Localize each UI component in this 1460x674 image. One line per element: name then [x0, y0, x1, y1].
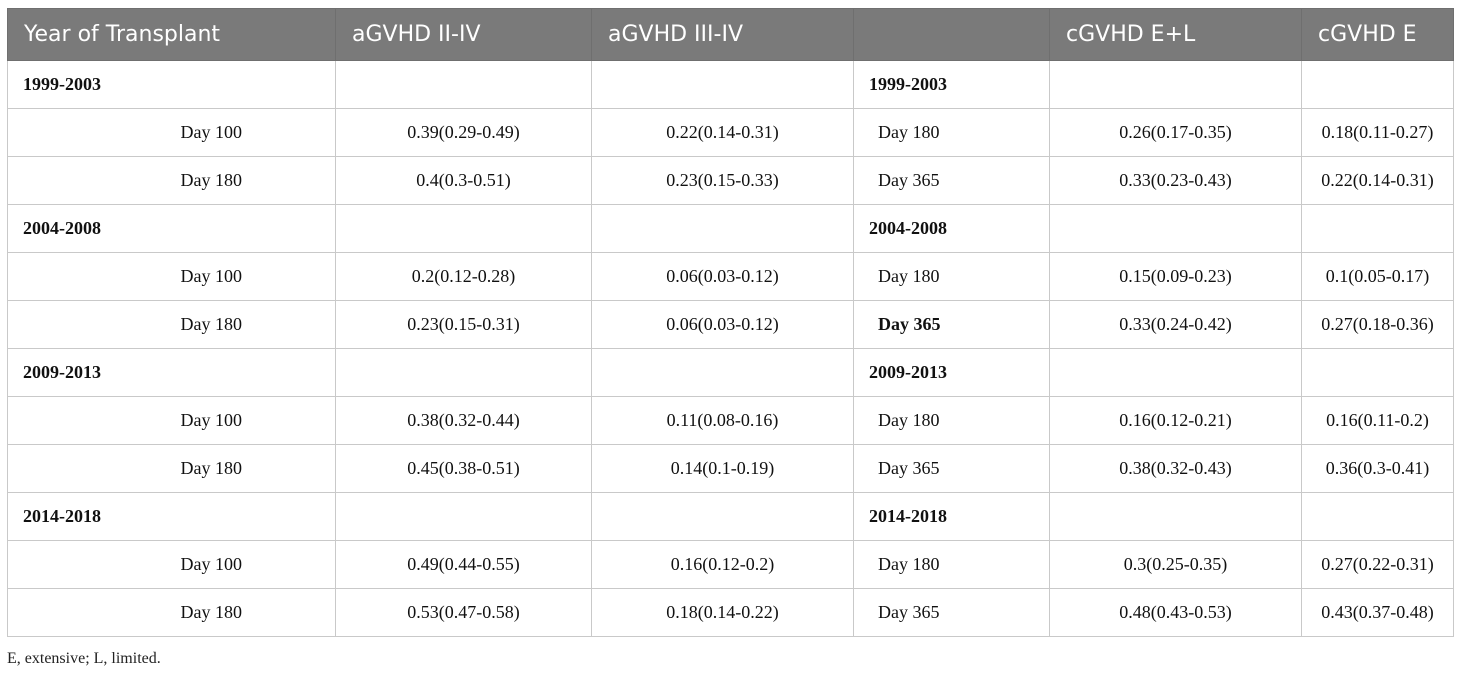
agvhd-ii-iv-value: 0.49(0.44-0.55) [335, 540, 592, 589]
agvhd-ii-iv-value: 0.38(0.32-0.44) [335, 396, 592, 445]
header-cgvhd-e: cGVHD E [1301, 8, 1454, 61]
cgvhd-e-value: 0.18(0.11-0.27) [1301, 108, 1454, 157]
header-agvhd-ii-iv: aGVHD II-IV [335, 8, 592, 61]
chronic-day: Day 180 [853, 540, 1050, 589]
empty-cell [1301, 204, 1454, 253]
empty-cell [591, 492, 854, 541]
table-row: Day 100 0.49(0.44-0.55) 0.16(0.12-0.2) D… [7, 540, 1454, 589]
group-period-chronic: 2009-2013 [853, 348, 1050, 397]
empty-cell [335, 492, 592, 541]
cgvhd-e-value: 0.27(0.18-0.36) [1301, 300, 1454, 349]
header-cgvhd-el: cGVHD E+L [1049, 8, 1302, 61]
acute-day: Day 180 [7, 300, 336, 349]
chronic-day: Day 180 [853, 108, 1050, 157]
table-row: Day 100 0.39(0.29-0.49) 0.22(0.14-0.31) … [7, 108, 1454, 157]
group-row: 1999-2003 1999-2003 [7, 60, 1454, 109]
empty-cell [335, 60, 592, 109]
cgvhd-e-value: 0.16(0.11-0.2) [1301, 396, 1454, 445]
empty-cell [591, 60, 854, 109]
agvhd-iii-iv-value: 0.14(0.1-0.19) [591, 444, 854, 493]
chronic-day: Day 365 [853, 300, 1050, 349]
agvhd-iii-iv-value: 0.16(0.12-0.2) [591, 540, 854, 589]
empty-cell [1049, 348, 1302, 397]
group-period-chronic: 2014-2018 [853, 492, 1050, 541]
agvhd-ii-iv-value: 0.53(0.47-0.58) [335, 588, 592, 637]
empty-cell [1049, 60, 1302, 109]
chronic-day: Day 365 [853, 156, 1050, 205]
chronic-day: Day 365 [853, 444, 1050, 493]
table-row: Day 180 0.45(0.38-0.51) 0.14(0.1-0.19) D… [7, 444, 1454, 493]
cgvhd-e-value: 0.36(0.3-0.41) [1301, 444, 1454, 493]
chronic-day: Day 180 [853, 252, 1050, 301]
agvhd-ii-iv-value: 0.45(0.38-0.51) [335, 444, 592, 493]
cgvhd-el-value: 0.33(0.23-0.43) [1049, 156, 1302, 205]
empty-cell [1301, 492, 1454, 541]
table-footnote: E, extensive; L, limited. [7, 650, 161, 667]
acute-day: Day 180 [7, 588, 336, 637]
acute-day: Day 180 [7, 444, 336, 493]
acute-day: Day 100 [7, 108, 336, 157]
group-period-chronic: 1999-2003 [853, 60, 1050, 109]
agvhd-ii-iv-value: 0.39(0.29-0.49) [335, 108, 592, 157]
header-row: Year of Transplant aGVHD II-IV aGVHD III… [7, 8, 1454, 61]
group-period: 2009-2013 [7, 348, 336, 397]
empty-cell [591, 204, 854, 253]
header-agvhd-iii-iv: aGVHD III-IV [591, 8, 854, 61]
agvhd-iii-iv-value: 0.06(0.03-0.12) [591, 252, 854, 301]
cgvhd-el-value: 0.33(0.24-0.42) [1049, 300, 1302, 349]
cgvhd-e-value: 0.43(0.37-0.48) [1301, 588, 1454, 637]
header-year-of-transplant: Year of Transplant [7, 8, 336, 61]
cgvhd-el-value: 0.38(0.32-0.43) [1049, 444, 1302, 493]
results-table: Year of Transplant aGVHD II-IV aGVHD III… [7, 8, 1454, 637]
agvhd-iii-iv-value: 0.11(0.08-0.16) [591, 396, 854, 445]
agvhd-iii-iv-value: 0.18(0.14-0.22) [591, 588, 854, 637]
chronic-day: Day 180 [853, 396, 1050, 445]
group-row: 2014-2018 2014-2018 [7, 492, 1454, 541]
agvhd-iii-iv-value: 0.22(0.14-0.31) [591, 108, 854, 157]
table-row: Day 180 0.23(0.15-0.31) 0.06(0.03-0.12) … [7, 300, 1454, 349]
empty-cell [591, 348, 854, 397]
group-period: 2014-2018 [7, 492, 336, 541]
cgvhd-e-value: 0.27(0.22-0.31) [1301, 540, 1454, 589]
table-row: Day 180 0.4(0.3-0.51) 0.23(0.15-0.33) Da… [7, 156, 1454, 205]
empty-cell [1301, 348, 1454, 397]
acute-day: Day 180 [7, 156, 336, 205]
group-period: 2004-2008 [7, 204, 336, 253]
agvhd-ii-iv-value: 0.4(0.3-0.51) [335, 156, 592, 205]
acute-day: Day 100 [7, 396, 336, 445]
agvhd-ii-iv-value: 0.23(0.15-0.31) [335, 300, 592, 349]
header-blank [853, 8, 1050, 61]
cgvhd-e-value: 0.22(0.14-0.31) [1301, 156, 1454, 205]
cgvhd-el-value: 0.3(0.25-0.35) [1049, 540, 1302, 589]
empty-cell [335, 348, 592, 397]
cgvhd-el-value: 0.48(0.43-0.53) [1049, 588, 1302, 637]
agvhd-ii-iv-value: 0.2(0.12-0.28) [335, 252, 592, 301]
group-row: 2009-2013 2009-2013 [7, 348, 1454, 397]
group-period-chronic: 2004-2008 [853, 204, 1050, 253]
cgvhd-e-value: 0.1(0.05-0.17) [1301, 252, 1454, 301]
cgvhd-el-value: 0.16(0.12-0.21) [1049, 396, 1302, 445]
empty-cell [1049, 204, 1302, 253]
agvhd-iii-iv-value: 0.06(0.03-0.12) [591, 300, 854, 349]
table-row: Day 100 0.2(0.12-0.28) 0.06(0.03-0.12) D… [7, 252, 1454, 301]
acute-day: Day 100 [7, 252, 336, 301]
group-period: 1999-2003 [7, 60, 336, 109]
table-row: Day 100 0.38(0.32-0.44) 0.11(0.08-0.16) … [7, 396, 1454, 445]
agvhd-iii-iv-value: 0.23(0.15-0.33) [591, 156, 854, 205]
acute-day: Day 100 [7, 540, 336, 589]
empty-cell [335, 204, 592, 253]
empty-cell [1301, 60, 1454, 109]
cgvhd-el-value: 0.15(0.09-0.23) [1049, 252, 1302, 301]
chronic-day: Day 365 [853, 588, 1050, 637]
empty-cell [1049, 492, 1302, 541]
group-row: 2004-2008 2004-2008 [7, 204, 1454, 253]
cgvhd-el-value: 0.26(0.17-0.35) [1049, 108, 1302, 157]
table-row: Day 180 0.53(0.47-0.58) 0.18(0.14-0.22) … [7, 588, 1454, 637]
